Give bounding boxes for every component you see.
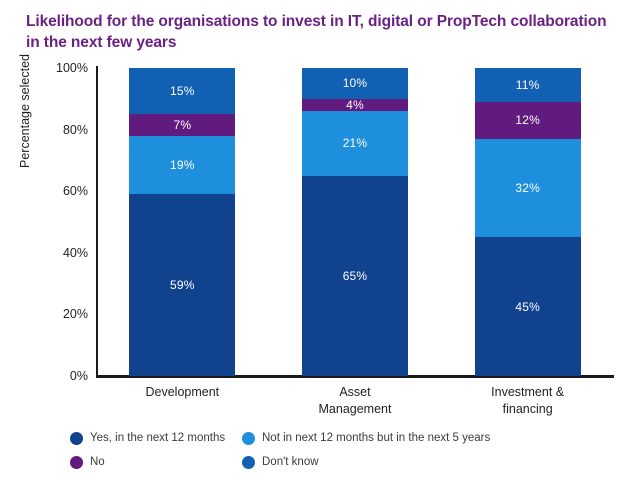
x-axis-category-label-line: Management [318, 401, 392, 416]
bar-group: 45% 32% 12% 11% [474, 68, 581, 376]
bar-segment[interactable]: 45% [474, 237, 581, 376]
legend-label: Don't know [262, 456, 319, 468]
circle-swatch-icon [242, 455, 255, 469]
y-axis-tick-label: 80% [62, 122, 88, 137]
bar-segment[interactable]: 19% [129, 135, 236, 195]
bar-segment-value-label: 65% [342, 268, 368, 283]
legend-row: Yes, in the next 12 months Not in next 1… [70, 426, 620, 450]
bar-segment[interactable]: 11% [474, 68, 581, 102]
x-axis-category-label-line: financing [502, 401, 553, 416]
bar-segment[interactable]: 7% [129, 114, 236, 136]
bar-segment[interactable]: 4% [302, 97, 408, 112]
x-axis-line [96, 375, 614, 378]
legend-item-no[interactable]: No [70, 455, 242, 469]
y-axis-title: Percentage selected [18, 54, 32, 168]
bar-segment[interactable]: 59% [129, 194, 236, 376]
y-axis-tick-label: 40% [62, 245, 88, 260]
bar-segment[interactable]: 32% [474, 138, 581, 238]
y-axis-tick-label: 0% [69, 369, 88, 383]
y-axis-tick-label: 60% [62, 184, 88, 199]
plot-bars-area: 59% 19% 7% 15% 65% 21% 4% 10% 45% 32% 12% 11% [96, 68, 614, 376]
bar-segment-value-label: 12% [515, 113, 540, 128]
circle-swatch-icon [70, 431, 83, 445]
bar-segment[interactable]: 12% [474, 101, 581, 139]
bar-segment-value-label: 10% [342, 76, 368, 91]
bar-segment-value-label: 21% [342, 136, 368, 151]
y-axis-tick-labels: 0% 20% 40% 60% 80% 100% [34, 61, 88, 383]
bar-group: 59% 19% 7% 15% [129, 68, 236, 376]
bar-segment-value-label: 32% [515, 181, 540, 196]
chart-title: Likelihood for the organisations to inve… [26, 13, 607, 51]
y-axis-tick-label: 20% [62, 307, 88, 322]
legend-label: No [90, 456, 105, 468]
bar-segment[interactable]: 21% [302, 111, 408, 176]
bar-segment-value-label: 45% [515, 299, 540, 314]
x-axis-category-label-line: Investment & [491, 385, 565, 399]
legend-label: Not in next 12 months but in the next 5 … [262, 432, 491, 444]
bar-segment[interactable]: 65% [302, 175, 408, 376]
x-axis-category-label: Asset Management [269, 384, 442, 417]
legend-item-dont-know[interactable]: Don't know [242, 455, 319, 469]
bar-segment-value-label: 59% [170, 278, 195, 293]
bar-stack[interactable]: 65% 21% 4% 10% [302, 68, 408, 376]
circle-swatch-icon [242, 431, 255, 445]
y-axis-tick-label: 100% [56, 61, 88, 75]
legend-row: No Don't know [70, 450, 620, 474]
bar-stack[interactable]: 45% 32% 12% 11% [474, 68, 581, 376]
bar-segment-value-label: 11% [515, 77, 540, 92]
bar-segment-value-label: 15% [170, 84, 195, 99]
bar-segment-value-label: 7% [173, 117, 192, 132]
bar-group: 65% 21% 4% 10% [302, 68, 408, 376]
bar-segment-value-label: 19% [170, 158, 195, 173]
bar-segment[interactable]: 15% [129, 68, 236, 115]
chart-legend: Yes, in the next 12 months Not in next 1… [70, 426, 620, 474]
x-axis-category-label: Investment & financing [441, 384, 614, 417]
x-axis-category-label: Development [96, 384, 269, 401]
bar-segment-value-label: 4% [346, 97, 364, 112]
legend-item-not-next-12-but-next-5-years[interactable]: Not in next 12 months but in the next 5 … [242, 431, 491, 445]
x-axis-category-label-line: Asset [339, 385, 371, 399]
bar-stack[interactable]: 59% 19% 7% 15% [129, 68, 236, 376]
circle-swatch-icon [70, 455, 83, 469]
x-axis-category-label-line: Development [145, 385, 220, 399]
legend-item-yes-next-12-months[interactable]: Yes, in the next 12 months [70, 431, 242, 445]
y-axis-line [96, 66, 98, 378]
bar-segment[interactable]: 10% [302, 68, 408, 99]
legend-label: Yes, in the next 12 months [90, 432, 226, 444]
